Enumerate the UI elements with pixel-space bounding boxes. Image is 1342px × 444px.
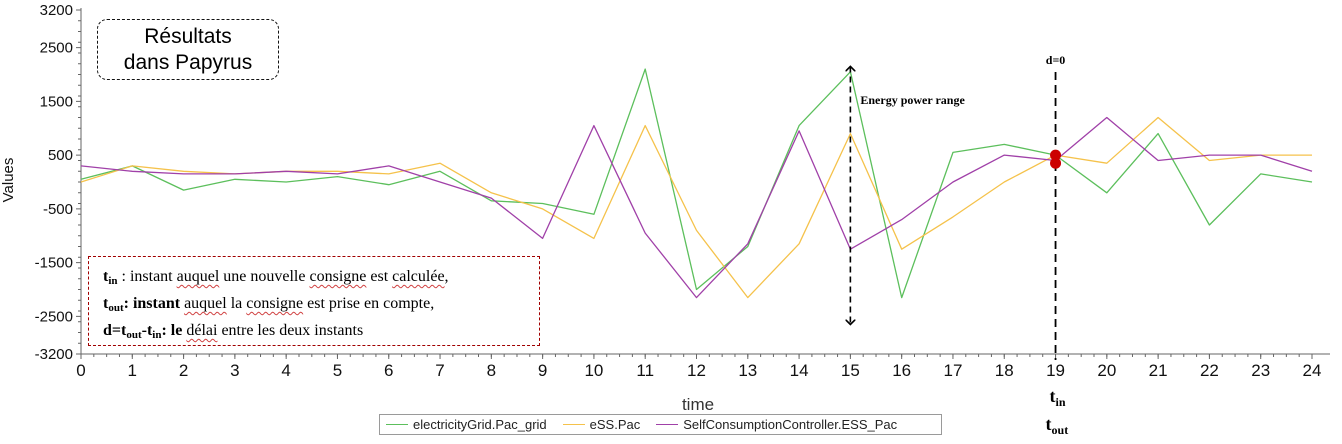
- note-text: est prise en compte,: [303, 295, 435, 312]
- chart-legend: electricityGrid.Pac_grid eSS.Pac SelfCon…: [379, 414, 942, 435]
- note-text: : le: [161, 322, 187, 339]
- note-text: auquel: [184, 295, 227, 312]
- x-tick-label: 5: [333, 361, 342, 380]
- note-d-symbol: d=t: [103, 322, 127, 339]
- legend-item-controller[interactable]: SelfConsumptionController.ESS_Pac: [656, 417, 897, 432]
- x-tick-label: 4: [281, 361, 290, 380]
- y-tick-label: -1500: [35, 255, 73, 272]
- note-tout-sub: out: [108, 302, 124, 314]
- x-tick-label: 8: [487, 361, 496, 380]
- delay-label: d=0: [1046, 53, 1066, 67]
- note-tout-symbol: t: [103, 295, 109, 312]
- y-axis-title: Values: [0, 158, 17, 203]
- note-text: consigne: [309, 268, 367, 285]
- note-text: calculée: [392, 268, 445, 285]
- legend-swatch-grid: [386, 424, 408, 425]
- x-tick-label: 22: [1200, 361, 1219, 380]
- y-tick-label: 500: [48, 147, 73, 164]
- x-tick-label: 2: [179, 361, 188, 380]
- x-tick-label: 7: [435, 361, 444, 380]
- legend-label-controller: SelfConsumptionController.ESS_Pac: [683, 417, 898, 432]
- note-d-minus: -t: [141, 322, 153, 339]
- x-tick-label: 24: [1303, 361, 1322, 380]
- x-tick-label: 16: [892, 361, 911, 380]
- x-tick-label: 23: [1251, 361, 1270, 380]
- y-tick-label: -500: [43, 201, 73, 218]
- note-d-sub2: in: [152, 329, 162, 341]
- note-line-delay: d=tout-tin: le délai entre les deux inst…: [103, 317, 539, 344]
- note-text: : instant: [123, 295, 185, 312]
- note-text: une nouvelle: [219, 268, 310, 285]
- x-tick-label: 21: [1149, 361, 1168, 380]
- papyrus-results-box: Résultats dans Papyrus: [97, 19, 279, 80]
- series-lines: [80, 68, 1313, 299]
- legend-swatch-controller: [656, 424, 679, 425]
- x-tick-label: 0: [76, 361, 85, 380]
- series-controller-line: [80, 116, 1313, 299]
- legend-item-ess[interactable]: eSS.Pac: [562, 417, 641, 432]
- note-text: la: [226, 295, 247, 312]
- note-text: délai: [186, 322, 218, 339]
- y-tick-label: -2500: [35, 308, 73, 325]
- sample-point-marker: [1050, 149, 1062, 161]
- x-axis-title: time: [682, 395, 714, 414]
- series-grid-line: [80, 68, 1313, 299]
- x-tick-label: 12: [687, 361, 706, 380]
- t-out-subscript: out: [1052, 423, 1069, 437]
- t-out-symbol: t: [1046, 414, 1052, 434]
- x-tick-label: 6: [384, 361, 393, 380]
- note-text: consigne: [246, 295, 304, 312]
- note-line-tin: tin : instant auquel une nouvelle consig…: [103, 263, 539, 290]
- note-text: ,: [444, 268, 449, 285]
- y-tick-label: 1500: [40, 93, 73, 110]
- note-text: entre les deux instants: [217, 322, 364, 339]
- y-tick-label: 2500: [40, 40, 73, 57]
- x-tick-label: 20: [1097, 361, 1116, 380]
- t-in-subscript: in: [1056, 395, 1066, 409]
- y-tick-label: 3200: [40, 2, 73, 19]
- note-tin-sub: in: [108, 275, 118, 287]
- legend-label-ess: eSS.Pac: [589, 417, 641, 432]
- x-tick-label: 13: [738, 361, 757, 380]
- x-tick-label: 11: [636, 361, 654, 380]
- t-in-symbol: t: [1050, 386, 1056, 406]
- note-text: : instant: [117, 268, 177, 285]
- x-tick-label: 9: [538, 361, 547, 380]
- papyrus-line1: Résultats: [144, 24, 232, 48]
- energy-range-label: Energy power range: [860, 93, 965, 107]
- note-text: est: [366, 268, 393, 285]
- legend-label-grid: electricityGrid.Pac_grid: [413, 417, 547, 432]
- sample-point-marker: [1050, 157, 1062, 169]
- x-tick-label: 19: [1046, 361, 1065, 380]
- note-text: auquel: [176, 268, 220, 285]
- papyrus-line2: dans Papyrus: [123, 50, 253, 74]
- definitions-note: tin : instant auquel une nouvelle consig…: [88, 256, 540, 346]
- note-line-tout: tout: instant auquel la consigne est pri…: [103, 290, 539, 317]
- t-in-label: tin: [1050, 386, 1066, 409]
- x-tick-label: 14: [790, 361, 809, 380]
- legend-swatch-ess: [562, 424, 585, 425]
- note-d-sub1: out: [126, 329, 142, 341]
- x-tick-label: 15: [841, 361, 860, 380]
- x-tick-label: 10: [584, 361, 603, 380]
- t-out-label: tout: [1046, 414, 1069, 437]
- note-tin-symbol: t: [103, 268, 109, 285]
- x-tick-label: 18: [995, 361, 1014, 380]
- x-tick-label: 1: [128, 361, 137, 380]
- x-tick-label: 3: [230, 361, 239, 380]
- x-tick-label: 17: [943, 361, 962, 380]
- y-tick-label: -3200: [35, 346, 73, 363]
- legend-item-grid[interactable]: electricityGrid.Pac_grid: [386, 417, 547, 432]
